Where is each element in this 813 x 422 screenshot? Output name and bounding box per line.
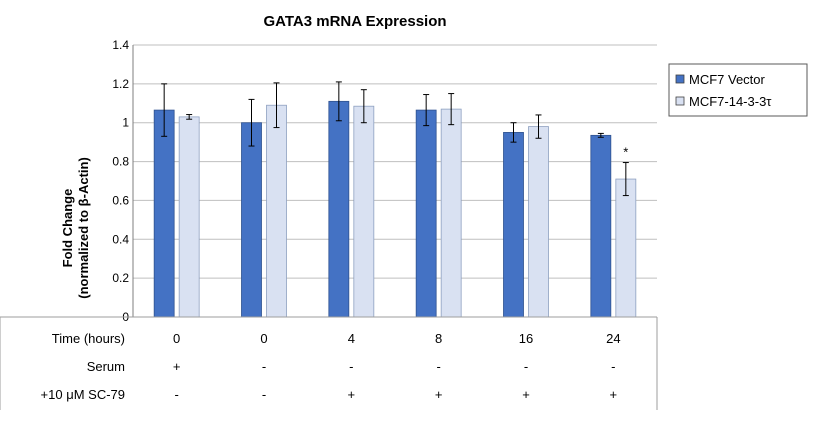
y-axis-label-line2: (normalized to β-Actin) — [76, 157, 91, 299]
bar-mcf7-vector — [241, 122, 262, 318]
bar-mcf7-14-3-3- — [528, 126, 549, 318]
y-tick-label: 0.4 — [112, 232, 129, 246]
bars — [153, 100, 637, 318]
annotations: * — [623, 145, 628, 160]
table-cell: + — [610, 387, 618, 402]
y-tick-label: 0.6 — [112, 193, 129, 207]
table-cell: + — [348, 387, 356, 402]
legend-label: MCF7 Vector — [689, 72, 766, 87]
table-row-label: Serum — [87, 359, 125, 374]
legend-swatch — [675, 96, 685, 106]
bar-mcf7-vector — [328, 100, 350, 318]
table-cell: 4 — [348, 331, 355, 346]
bar-mcf7-14-3-3- — [440, 108, 462, 318]
condition-table: Time (hours) 0 0 4 8 16 24 Serum + - - - - - +10 μM SC… — [0, 316, 658, 410]
table-cell: 8 — [435, 331, 442, 346]
table-cell: 0 — [260, 331, 267, 346]
table-cell: - — [174, 387, 178, 402]
table-cell: - — [262, 387, 266, 402]
table-cell: - — [262, 359, 266, 374]
table-cell: - — [524, 359, 528, 374]
y-tick-label: 1.4 — [112, 38, 129, 52]
table-cell: + — [173, 359, 181, 374]
bar-mcf7-14-3-3- — [353, 105, 375, 318]
bar-mcf7-14-3-3- — [615, 178, 637, 318]
chart-title: GATA3 mRNA Expression — [263, 13, 446, 30]
y-axis-label: Fold Change (normalized to β-Actin) — [60, 157, 91, 299]
table-cell: - — [611, 359, 615, 374]
table-row-label: Time (hours) — [52, 331, 125, 346]
y-tick-label: 0.2 — [112, 271, 129, 285]
table-cell: 0 — [173, 331, 180, 346]
legend: MCF7 Vector MCF7-14-3-3τ — [668, 63, 808, 117]
legend-box — [668, 63, 808, 117]
gridlines — [132, 44, 657, 318]
bar-mcf7-14-3-3- — [178, 116, 200, 318]
bar-mcf7-vector — [590, 134, 612, 318]
y-axis-ticks: 00.20.40.60.811.21.4 — [112, 38, 129, 324]
legend-label: MCF7-14-3-3τ — [689, 94, 772, 109]
bar-mcf7-vector — [415, 109, 437, 318]
table-row-label: +10 μM SC-79 — [41, 387, 125, 402]
bar-mcf7-14-3-3- — [266, 104, 287, 318]
table-cell: 16 — [519, 331, 533, 346]
y-tick-label: 1.2 — [112, 77, 129, 91]
significance-marker: * — [623, 145, 628, 160]
bar-mcf7-vector — [503, 132, 524, 318]
table-cell: + — [522, 387, 530, 402]
table-cell: - — [349, 359, 353, 374]
table-cell: + — [435, 387, 443, 402]
table-cell: 24 — [606, 331, 620, 346]
y-tick-label: 1 — [122, 116, 129, 130]
y-axis-label-line1: Fold Change — [60, 189, 75, 268]
error-bars — [161, 81, 629, 197]
table-cell: - — [436, 359, 440, 374]
bar-mcf7-vector — [153, 109, 175, 318]
legend-swatch — [675, 74, 685, 84]
y-tick-label: 0.8 — [112, 155, 129, 169]
